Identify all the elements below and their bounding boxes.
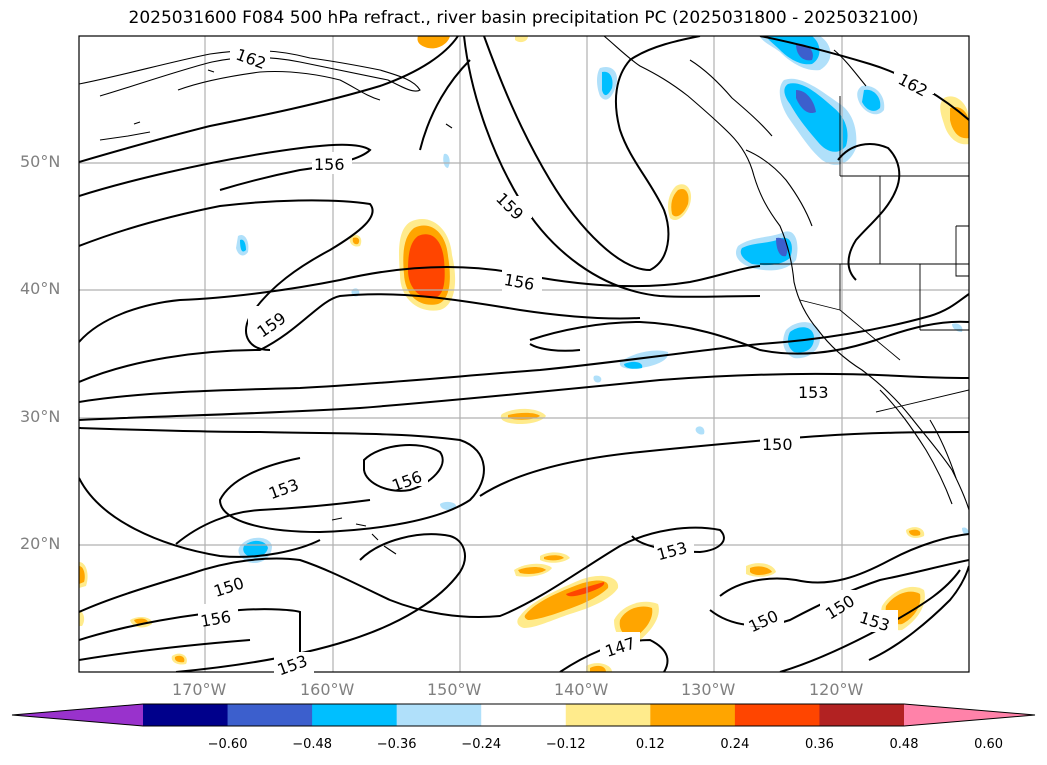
colorbar-tick-label: 0.36 [804, 737, 834, 752]
colorbar-tick-label: −0.48 [292, 737, 333, 752]
map-frame [78, 35, 970, 673]
colorbar-segment [565, 704, 651, 726]
latitude-label: 50°N [20, 152, 61, 171]
contour-label: 153 [798, 383, 829, 402]
longitude-label: 150°W [427, 680, 482, 699]
colorbar-tick-label: 0.48 [889, 737, 919, 752]
colorbar-extend-high [904, 704, 1035, 726]
political-borders [760, 96, 969, 413]
colorbar-segment [143, 704, 229, 726]
colorbar-tick-label: 0.60 [974, 737, 1004, 752]
colorbar-segment [481, 704, 567, 726]
colorbar-tick-label: −0.36 [376, 737, 417, 752]
coastlines [79, 36, 969, 555]
longitude-label: 170°W [172, 680, 227, 699]
longitude-label: 140°W [554, 680, 609, 699]
longitude-label: 160°W [300, 680, 355, 699]
contour-label: 156 [314, 155, 345, 174]
latitude-label: 30°N [20, 407, 61, 426]
colorbar-extend-low [12, 704, 143, 726]
colorbar-tick-label: −0.60 [207, 737, 248, 752]
contour-label: 150 [762, 435, 793, 454]
colorbar-segment [650, 704, 736, 726]
latitude-label: 40°N [20, 279, 61, 298]
longitude-label: 130°W [681, 680, 736, 699]
colorbar-segment [734, 704, 820, 726]
colorbar-segment [312, 704, 398, 726]
colorbar-outline [11, 703, 1036, 727]
colorbar [11, 703, 1036, 727]
colorbar-tick-label: 0.24 [720, 737, 750, 752]
colorbar-segment [819, 704, 905, 726]
latitude-label: 20°N [20, 534, 61, 553]
longitude-label: 120°W [809, 680, 864, 699]
colorbar-tick-label: −0.24 [461, 737, 502, 752]
colorbar-segment [227, 704, 313, 726]
colorbar-tick-label: −0.12 [545, 737, 586, 752]
colorbar-tick-label: 0.12 [635, 737, 665, 752]
map-title: 2025031600 F084 500 hPa refract., river … [128, 8, 919, 28]
refractivity-contours [79, 36, 969, 672]
colorbar-segment [396, 704, 482, 726]
